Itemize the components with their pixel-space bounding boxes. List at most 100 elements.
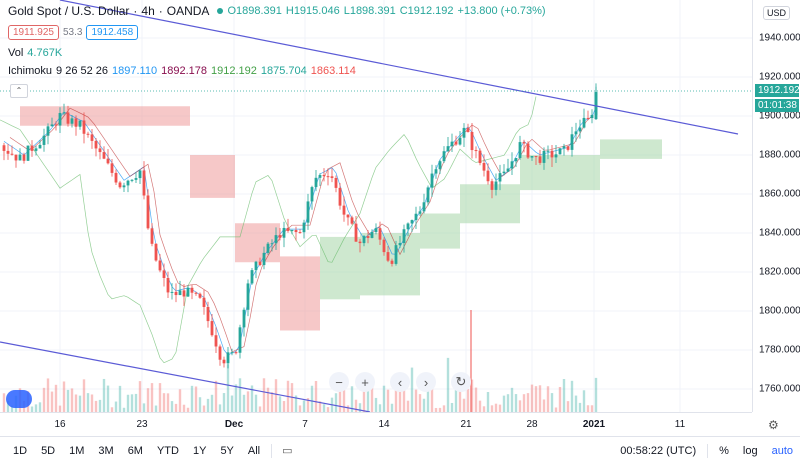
volume-bar [566, 401, 570, 412]
volume-bar [306, 398, 310, 412]
time-axis[interactable]: 16 23 Dec 7 14 21 28 2021 11 [0, 412, 752, 436]
range-button-1y[interactable]: 1Y [192, 444, 207, 457]
price-axis[interactable]: USD 1940.000 1920.000 1900.000 1880.000 1860… [752, 0, 800, 412]
utc-clock[interactable]: 00:58:22 (UTC) [620, 444, 697, 457]
sell-button[interactable]: 1911.925 [8, 25, 59, 40]
time-tick-label: 11 [674, 419, 686, 430]
volume-bar [126, 394, 130, 412]
candle-body [558, 148, 562, 155]
chart-pane[interactable]: Gold Spot / U.S. Dollar · 4h · OANDA O18… [0, 0, 752, 413]
volume-bar [454, 378, 458, 412]
candle-body [94, 140, 98, 149]
candle-body [214, 335, 218, 347]
log-toggle[interactable]: log [742, 444, 758, 457]
candle-body [294, 230, 298, 233]
candle-body [322, 175, 326, 177]
trade-buttons: 1911.925 53.3 1912.458 [8, 25, 139, 40]
lower-trendline[interactable] [0, 341, 371, 413]
volume-bar [590, 405, 594, 412]
candle-body [254, 261, 258, 271]
price-chart[interactable] [0, 0, 752, 413]
zoom-in-icon[interactable]: + [355, 372, 375, 392]
candle-body [110, 163, 114, 173]
volume-bar [446, 357, 450, 412]
volume-bar [30, 406, 34, 412]
volume-bar [138, 381, 142, 412]
volume-bar [334, 393, 338, 412]
symbol-legend[interactable]: Gold Spot / U.S. Dollar · 4h · OANDA O18… [8, 4, 546, 18]
candle-body [50, 124, 54, 127]
volume-bar [550, 393, 554, 412]
volume-bar [234, 384, 238, 412]
volume-bar [342, 379, 346, 412]
volume-bar [498, 404, 502, 412]
candle-body [318, 175, 322, 178]
candle-body [298, 232, 302, 234]
ichimoku-cloud [235, 223, 280, 263]
range-button-ytd[interactable]: YTD [156, 444, 179, 457]
symbol-name[interactable]: Gold Spot / U.S. Dollar [8, 4, 130, 18]
volume-bar [506, 394, 510, 412]
volume-bar [294, 395, 298, 412]
candle-body [274, 235, 278, 244]
volume-bar [282, 401, 286, 412]
zoom-out-icon[interactable]: − [329, 372, 349, 392]
volume-bar [90, 394, 94, 412]
candle-body [70, 118, 74, 124]
collapse-legend-icon[interactable]: ⌃ [10, 84, 28, 98]
range-button-1m[interactable]: 1M [69, 444, 85, 457]
candle-body [18, 154, 22, 161]
candle-body [494, 181, 498, 190]
upper-trendline[interactable] [59, 0, 739, 135]
volume-bar [422, 398, 426, 412]
candle-body [278, 235, 282, 238]
candle-body [378, 228, 382, 240]
settings-gear-icon[interactable]: ⚙ [768, 418, 779, 432]
range-button-6m[interactable]: 6M [127, 444, 143, 457]
tradingview-logo-icon[interactable] [6, 390, 32, 408]
volume-bar [394, 385, 398, 412]
candle-body [362, 236, 366, 244]
price-tick-label: 1940.000 [759, 32, 800, 44]
scroll-right-icon[interactable]: › [416, 372, 436, 392]
range-button-5d[interactable]: 5D [41, 444, 56, 457]
candle-body [418, 211, 422, 214]
candle-body [486, 170, 490, 182]
range-button-5y[interactable]: 5Y [220, 444, 234, 457]
range-button-all[interactable]: All [247, 444, 261, 457]
buy-button[interactable]: 1912.458 [86, 25, 139, 40]
volume-bar [210, 394, 214, 412]
volume-bar [430, 388, 434, 412]
candle-body [2, 145, 6, 151]
volume-bar [62, 381, 66, 412]
candle-body [454, 141, 458, 145]
range-button-1d[interactable]: 1D [13, 444, 28, 457]
volume-bar [154, 405, 158, 412]
interval[interactable]: 4h [141, 4, 155, 18]
close-value: C1912.192 [399, 5, 454, 17]
calendar-range-icon[interactable]: ▭ [282, 445, 293, 457]
volume-bar [94, 400, 98, 412]
volume-bar [242, 394, 246, 412]
candle-body [450, 141, 454, 147]
scroll-left-icon[interactable]: ‹ [390, 372, 410, 392]
candle-body [158, 260, 162, 271]
currency-button[interactable]: USD [763, 6, 791, 20]
volume-bar [174, 403, 178, 412]
candle-body [174, 291, 178, 296]
time-tick-label: Dec [224, 419, 244, 430]
range-button-3m[interactable]: 3M [98, 444, 114, 457]
candle-body [538, 156, 542, 163]
volume-legend[interactable]: Vol 4.767K [8, 47, 62, 59]
volume-bar [338, 381, 342, 412]
price-tick-label: 1780.000 [759, 344, 800, 356]
ichimoku-legend[interactable]: Ichimoku 9 26 52 26 1897.110 1892.178 19… [8, 65, 356, 77]
candle-body [566, 146, 570, 150]
time-tick-label: 7 [302, 419, 308, 430]
candle-body [86, 133, 90, 135]
auto-toggle[interactable]: auto [771, 444, 793, 457]
volume-bar [54, 384, 58, 412]
percent-toggle[interactable]: % [719, 444, 729, 457]
volume-bar [158, 383, 162, 412]
reset-icon[interactable]: ↻ [451, 372, 471, 392]
